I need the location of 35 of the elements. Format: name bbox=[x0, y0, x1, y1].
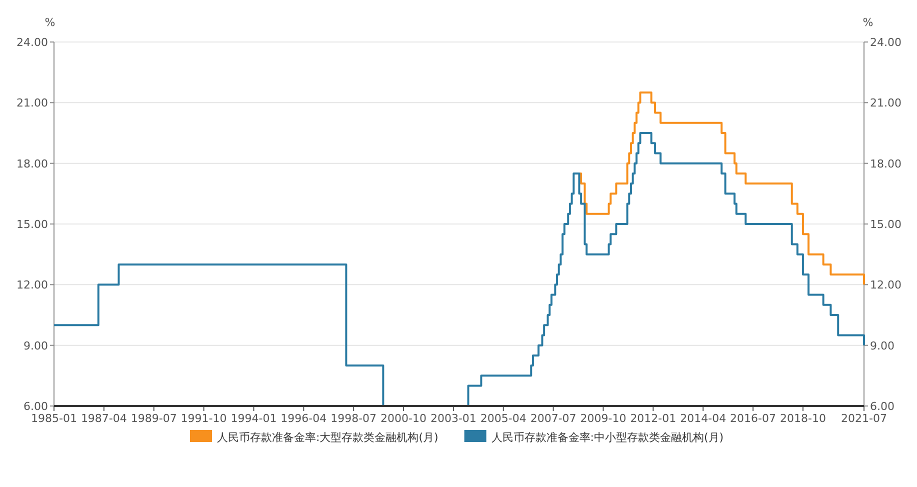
x-tick-label: 1998-07 bbox=[330, 412, 377, 425]
x-tick-label: 1996-04 bbox=[280, 412, 327, 425]
x-tick-label: 2005-04 bbox=[480, 412, 526, 425]
y2-tick-label: 6.00 bbox=[870, 400, 894, 413]
x-tick-label: 2016-07 bbox=[730, 412, 776, 425]
y2-axis-title: % bbox=[862, 16, 874, 29]
y-tick-label: 24.00 bbox=[16, 36, 48, 49]
x-tick-label: 2018-10 bbox=[780, 412, 826, 425]
x-tick-label: 1985-01 bbox=[31, 412, 77, 425]
x-tick-label: 2007-07 bbox=[530, 412, 576, 425]
y2-tick-label: 21.00 bbox=[870, 96, 902, 110]
y2-tick-label: 18.00 bbox=[870, 157, 902, 170]
y-tick-label: 6.00 bbox=[24, 400, 48, 413]
x-tick-label: 2003-01 bbox=[430, 412, 476, 425]
y-tick-label: 15.00 bbox=[16, 218, 48, 231]
x-tick-label: 1987-04 bbox=[80, 412, 127, 425]
x-tick-label: 2021-07 bbox=[841, 412, 887, 425]
y2-tick-label: 9.00 bbox=[870, 339, 894, 352]
x-tick-label: 2012-01 bbox=[630, 412, 676, 425]
y-tick-label: 21.00 bbox=[16, 96, 48, 110]
y-tick-label: 18.00 bbox=[16, 157, 48, 170]
x-tick-label: 1989-07 bbox=[130, 412, 177, 425]
y2-tick-label: 15.00 bbox=[870, 218, 902, 231]
x-tick-label: 2000-10 bbox=[380, 412, 427, 425]
y2-tick-label: 24.00 bbox=[870, 36, 902, 49]
x-tick-label: 1991-10 bbox=[180, 412, 227, 425]
x-tick-label: 2014-04 bbox=[680, 412, 726, 425]
legend-label: 人民币存款准备金率:大型存款类金融机构(月) bbox=[217, 431, 438, 444]
x-tick-label: 2009-10 bbox=[580, 412, 626, 425]
x-tick-label: 1994-01 bbox=[230, 412, 277, 425]
y2-tick-label: 12.00 bbox=[870, 278, 902, 292]
legend-label: 人民币存款准备金率:中小型存款类金融机构(月) bbox=[491, 431, 724, 444]
y-axis-title: % bbox=[44, 16, 56, 29]
y-tick-label: 12.00 bbox=[16, 278, 48, 292]
y-tick-label: 9.00 bbox=[24, 339, 48, 352]
